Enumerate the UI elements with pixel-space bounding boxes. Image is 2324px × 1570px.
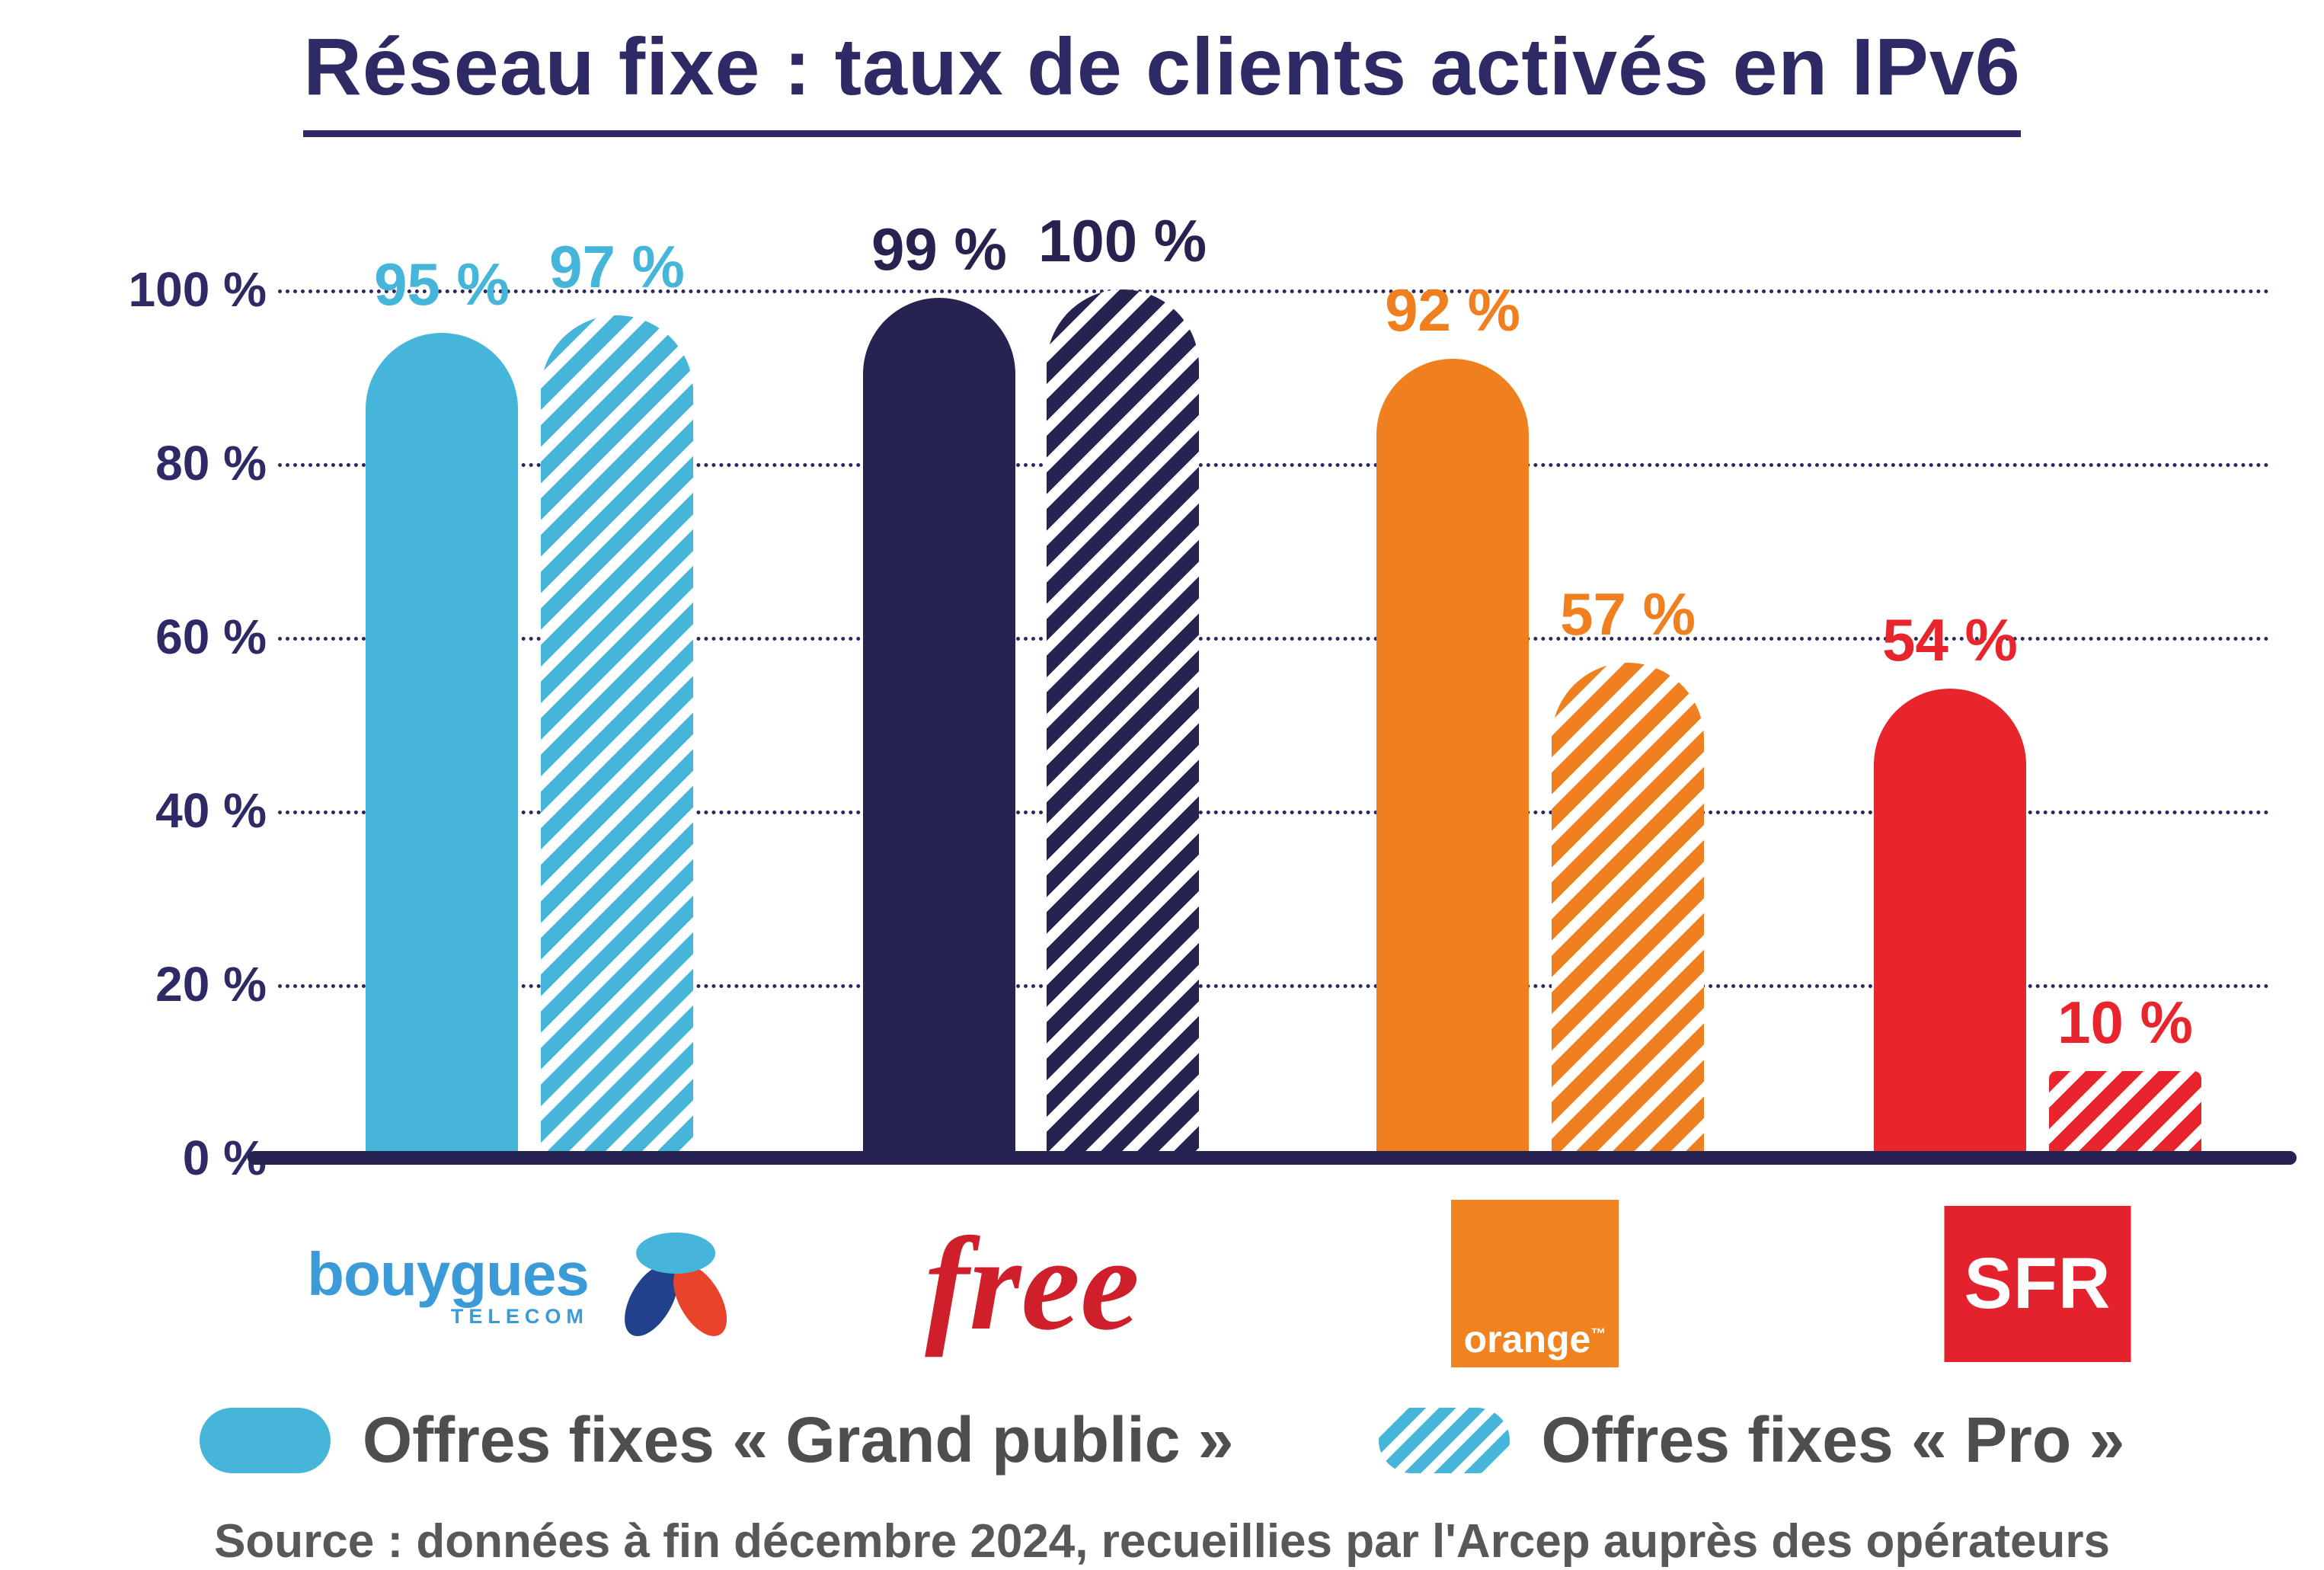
legend-item: Offres fixes « Grand public » <box>199 1403 1234 1477</box>
bar-wrap-solid: 92 % <box>1376 276 1530 1158</box>
legend-swatch-hatched <box>1378 1407 1510 1473</box>
gridline <box>278 463 2270 467</box>
gridline <box>278 811 2270 814</box>
sfr-wordmark: SFR <box>1964 1242 2111 1324</box>
bar-orange-solid <box>1376 359 1530 1158</box>
gridline <box>278 289 2270 293</box>
bar-value-label: 54 % <box>1882 606 2018 674</box>
bar-wrap-solid: 99 % <box>862 215 1015 1158</box>
legend-label: Offres fixes « Grand public » <box>362 1404 1234 1476</box>
orange-wordmark: orange™ <box>1463 1318 1606 1361</box>
bar-bouygues-telecom-hatched <box>541 315 693 1158</box>
bar-group-free: 99 % 100 % <box>862 206 1207 1158</box>
bar-value-label: 99 % <box>871 216 1007 283</box>
x-axis-baseline <box>248 1151 2297 1165</box>
bar-value-label: 92 % <box>1385 277 1520 344</box>
bar-wrap-hatched: 57 % <box>1552 580 1705 1158</box>
bouygues-wordmark: bouygues <box>307 1239 590 1308</box>
bar-group-orange: 92 % 57 % <box>1376 276 1705 1158</box>
orange-square: orange™ <box>1451 1200 1619 1367</box>
y-axis: 0 % 20 % 40 % 60 % 80 % 100 % <box>8 262 267 1185</box>
y-axis-tick: 60 % <box>155 609 267 664</box>
free-logo: free <box>925 1188 1140 1379</box>
bar-value-label: 100 % <box>1037 207 1207 274</box>
y-axis-tick: 40 % <box>155 783 267 838</box>
legend-item: Offres fixes « Pro » <box>1378 1403 2125 1477</box>
bar-sfr-hatched <box>2048 1071 2201 1158</box>
bar-wrap-hatched: 100 % <box>1038 206 1207 1158</box>
title-row: Réseau fixe : taux de clients activés en… <box>0 21 2324 137</box>
legend-label: Offres fixes « Pro » <box>1541 1404 2125 1476</box>
plot-area: 95 % 97 % 99 % 100 % 92 % 57 % 54 % 10 % <box>248 207 2297 1165</box>
bouygues-wordmark-block: bouygues TELECOM <box>307 1239 590 1329</box>
bouygues-emblem-icon <box>624 1233 727 1337</box>
bar-value-label: 10 % <box>2057 989 2193 1056</box>
orange-logo: orange™ <box>1451 1188 1619 1379</box>
bouygues-logo: bouygues TELECOM <box>307 1188 752 1379</box>
free-wordmark: free <box>925 1209 1140 1357</box>
bouygues-telecom-subtext: TELECOM <box>450 1304 589 1328</box>
orange-tm-mark: ™ <box>1590 1325 1606 1343</box>
gridline <box>278 637 2270 641</box>
gridline <box>278 984 2270 988</box>
source-note: Source : données à fin décembre 2024, re… <box>214 1515 2110 1568</box>
legend-swatch-solid <box>199 1407 331 1473</box>
operator-logos-row: bouygues TELECOM free orange™ SFR <box>297 1188 2270 1379</box>
bar-group-bouygues-telecom: 95 % 97 % <box>366 232 693 1158</box>
sfr-square: SFR <box>1944 1205 2131 1362</box>
chart-title: Réseau fixe : taux de clients activés en… <box>303 21 2021 137</box>
bar-groups: 95 % 97 % 99 % 100 % 92 % 57 % 54 % 10 % <box>297 207 2270 1158</box>
bar-free-solid <box>862 298 1015 1158</box>
sfr-logo: SFR <box>1944 1188 2131 1379</box>
y-axis-tick: 80 % <box>155 436 267 491</box>
bar-bouygues-telecom-solid <box>366 333 518 1158</box>
y-axis-tick: 20 % <box>155 957 267 1012</box>
bar-value-label: 57 % <box>1560 580 1696 648</box>
bar-free-hatched <box>1046 289 1199 1158</box>
bar-group-sfr: 54 % 10 % <box>1873 606 2201 1158</box>
legend: Offres fixes « Grand public » Offres fixe… <box>0 1403 2324 1477</box>
bar-wrap-solid: 54 % <box>1873 606 2026 1158</box>
bar-value-label: 95 % <box>374 251 510 318</box>
bar-wrap-solid: 95 % <box>366 250 518 1158</box>
gridlines <box>278 289 2270 1158</box>
y-axis-tick: 100 % <box>128 262 267 317</box>
bar-wrap-hatched: 10 % <box>2048 988 2201 1158</box>
bar-value-label: 97 % <box>549 233 685 301</box>
bar-sfr-solid <box>1873 689 2026 1158</box>
bar-orange-hatched <box>1552 663 1705 1158</box>
bar-wrap-hatched: 97 % <box>541 232 693 1158</box>
